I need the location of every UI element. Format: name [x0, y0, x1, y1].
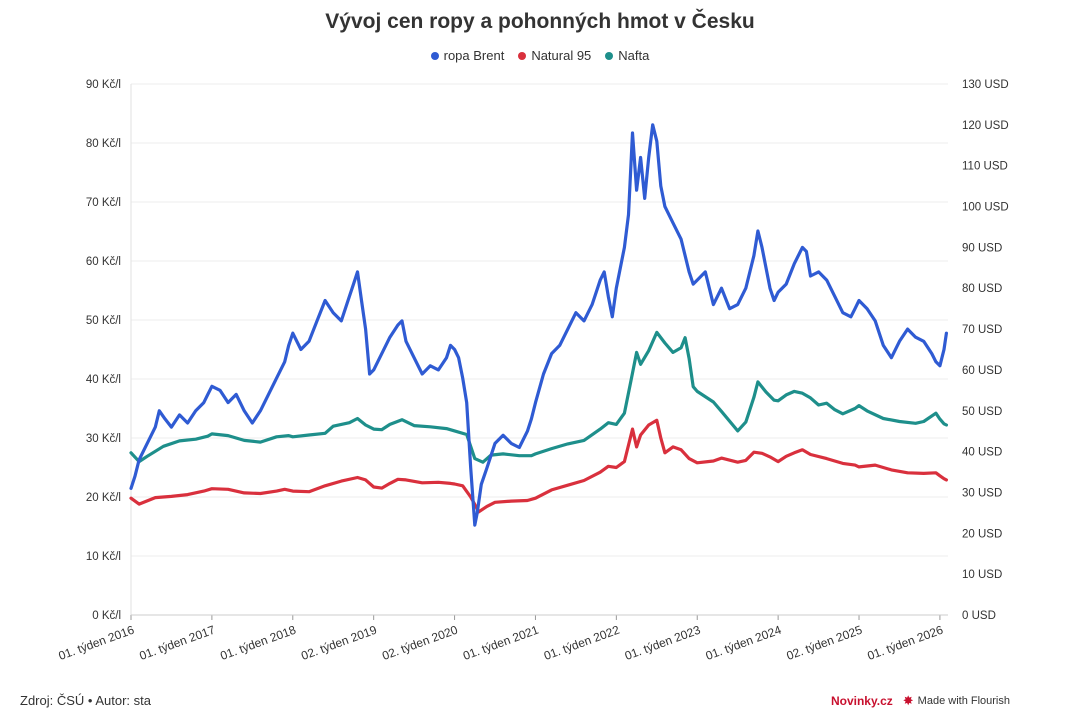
- chart-title: Vývoj cen ropy a pohonných hmot v Česku: [325, 10, 755, 33]
- y-left-tick-label: 40 Kč/l: [86, 374, 121, 386]
- y-right-tick-label: 20 USD: [962, 528, 1002, 540]
- y-right-tick-label: 70 USD: [962, 324, 1002, 336]
- x-tick-label: 01. týden 2017: [138, 623, 218, 663]
- y-right-tick-label: 80 USD: [962, 283, 1002, 295]
- x-tick-label: 02. týden 2020: [380, 623, 460, 663]
- series-line-nafta[interactable]: [129, 330, 948, 464]
- y-right-tick-label: 120 USD: [962, 120, 1009, 132]
- grid: [130, 83, 948, 616]
- footer-branding: Novinky.cz ✸ Made with Flourish: [831, 693, 1010, 709]
- legend-item-nafta[interactable]: Nafta: [605, 48, 649, 63]
- legend: ropa Brent Natural 95 Nafta: [0, 48, 1080, 63]
- y-right-tick-label: 100 USD: [962, 202, 1009, 214]
- x-tick-label: 01. týden 2016: [57, 623, 137, 663]
- x-tick-label: 02. týden 2019: [299, 623, 379, 663]
- x-tick-label: 02. týden 2025: [785, 623, 865, 663]
- x-tick-label: 01. týden 2021: [461, 623, 541, 663]
- y-left-tick-label: 10 Kč/l: [86, 551, 121, 563]
- y-left-tick-label: 60 Kč/l: [86, 256, 121, 268]
- legend-label-natural95: Natural 95: [531, 48, 592, 63]
- x-tick-label: 01. týden 2018: [218, 623, 298, 663]
- y-right-tick-label: 50 USD: [962, 406, 1002, 418]
- y-left-tick-label: 70 Kč/l: [86, 197, 121, 209]
- left-axis: 0 Kč/l 10 Kč/l 20 Kč/l 30 Kč/l 40 Kč/l 50 Kč/…: [86, 79, 121, 622]
- y-right-tick-label: 40 USD: [962, 447, 1002, 459]
- y-right-tick-label: 130 USD: [962, 79, 1009, 91]
- x-tick-label: 01. týden 2022: [542, 623, 622, 663]
- series-line-natural-95[interactable]: [129, 418, 948, 514]
- y-right-tick-label: 0 USD: [962, 610, 996, 622]
- x-tick-label: 01. týden 2023: [623, 623, 703, 663]
- y-left-tick-label: 20 Kč/l: [86, 492, 121, 504]
- y-right-tick-label: 60 USD: [962, 365, 1002, 377]
- legend-item-brent[interactable]: ropa Brent: [430, 48, 505, 63]
- y-right-tick-label: 30 USD: [962, 487, 1002, 499]
- y-left-tick-label: 80 Kč/l: [86, 138, 121, 150]
- flourish-icon: ✸: [902, 693, 914, 708]
- flourish-credit[interactable]: ✸ Made with Flourish: [903, 693, 1010, 709]
- right-axis: 0 USD 10 USD 20 USD 30 USD 40 USD 50 USD 60 US…: [962, 79, 1009, 622]
- brand-logo[interactable]: Novinky.cz: [830, 694, 893, 708]
- flourish-label: Made with Flourish: [917, 695, 1010, 707]
- x-tick-label: 01. týden 2024: [704, 623, 784, 663]
- y-left-tick-label: 30 Kč/l: [86, 433, 121, 445]
- y-right-tick-label: 10 USD: [962, 569, 1002, 581]
- y-left-tick-label: 90 Kč/l: [86, 79, 121, 91]
- source-credit: Zdroj: ČSÚ • Autor: sta: [20, 693, 151, 708]
- legend-swatch-nafta: [605, 51, 614, 60]
- legend-item-natural95[interactable]: Natural 95: [518, 48, 591, 63]
- y-right-tick-label: 110 USD: [962, 161, 1008, 173]
- x-axis: 01. týden 2016 01. týden 2017 01. týden 20…: [57, 614, 948, 663]
- y-right-tick-label: 90 USD: [962, 242, 1002, 254]
- y-left-tick-label: 0 Kč/l: [92, 610, 121, 622]
- x-tick-label: 01. týden 2026: [866, 623, 946, 663]
- legend-swatch-brent: [430, 51, 439, 60]
- y-left-tick-label: 50 Kč/l: [86, 315, 121, 327]
- legend-label-brent: ropa Brent: [443, 48, 505, 63]
- legend-swatch-natural95: [518, 51, 527, 60]
- legend-label-nafta: Nafta: [618, 48, 650, 63]
- series-lines: [129, 123, 948, 527]
- series-line-ropa-brent[interactable]: [129, 123, 948, 527]
